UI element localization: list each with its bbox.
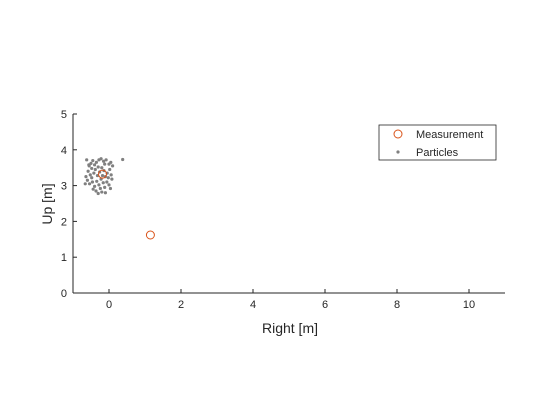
particle-point xyxy=(94,189,98,193)
particle-point xyxy=(93,184,97,188)
particle-point xyxy=(92,171,96,175)
y-tick-label: 1 xyxy=(61,252,67,264)
y-ticks: 0 1 2 3 4 5 xyxy=(61,109,77,300)
particle-point xyxy=(90,176,94,180)
particle-point xyxy=(108,186,113,191)
particle-point xyxy=(100,173,105,178)
particle-point xyxy=(91,187,95,191)
x-tick-label: 4 xyxy=(250,299,256,311)
particle-point xyxy=(87,163,91,167)
particle-point xyxy=(111,164,115,168)
particle-point xyxy=(95,179,99,183)
particle-point xyxy=(93,167,97,172)
y-tick-label: 4 xyxy=(61,145,67,157)
particle-point xyxy=(100,190,104,194)
particle-point xyxy=(91,158,95,163)
x-tick-label: 0 xyxy=(106,299,112,311)
particle-point xyxy=(93,163,97,167)
measurement-point xyxy=(145,230,155,240)
legend-box xyxy=(378,124,497,161)
legend: Measurement Particles xyxy=(378,124,497,161)
particle-point xyxy=(99,157,103,161)
particle-point xyxy=(98,186,102,191)
particle-point xyxy=(86,169,90,173)
particle-point xyxy=(101,181,105,185)
legend-particles-label: Particles xyxy=(416,147,459,159)
particle-point xyxy=(85,158,89,162)
particle-point xyxy=(94,160,98,164)
particle-point xyxy=(100,166,104,170)
particle-point xyxy=(103,185,107,189)
y-tick-label: 3 xyxy=(61,181,67,193)
measurement-point xyxy=(98,169,108,179)
particle-point xyxy=(97,183,101,187)
particle-point xyxy=(88,173,92,177)
x-ticks: 0 2 4 6 8 10 xyxy=(106,289,475,311)
plot-area xyxy=(83,157,155,240)
particle-point xyxy=(109,173,113,177)
particle-point xyxy=(103,191,107,195)
y-tick-label: 5 xyxy=(61,109,67,121)
legend-measurement-marker xyxy=(393,129,403,139)
axes: 0 2 4 6 8 10 0 1 2 3 4 5 Right [m] Up [m] xyxy=(39,109,505,336)
x-axis-label: Right [m] xyxy=(262,320,318,336)
particle-point xyxy=(84,175,88,179)
particle-point xyxy=(121,157,125,162)
x-tick-label: 10 xyxy=(463,299,475,311)
particle-point xyxy=(104,158,108,162)
particle-point xyxy=(90,180,95,184)
legend-particles-marker xyxy=(396,150,400,154)
particle-point xyxy=(96,191,100,196)
particle-point xyxy=(103,162,107,166)
particle-point xyxy=(83,182,87,186)
particle-point xyxy=(107,183,111,187)
particle-point xyxy=(85,178,89,182)
y-axis-label: Up [m] xyxy=(39,183,55,224)
particle-point xyxy=(105,180,109,184)
particle-point xyxy=(87,182,92,186)
x-tick-label: 8 xyxy=(394,299,400,311)
x-tick-label: 6 xyxy=(322,299,328,311)
y-tick-label: 2 xyxy=(61,216,67,228)
particle-point xyxy=(90,166,94,171)
particle-point xyxy=(109,160,113,164)
particle-point xyxy=(108,167,112,172)
particle-point xyxy=(106,176,110,180)
particle-point xyxy=(110,177,114,181)
y-tick-label: 0 xyxy=(61,288,67,300)
particle-point xyxy=(102,159,106,163)
legend-measurement-label: Measurement xyxy=(416,129,483,141)
x-tick-label: 2 xyxy=(178,299,184,311)
particle-point xyxy=(96,165,100,169)
